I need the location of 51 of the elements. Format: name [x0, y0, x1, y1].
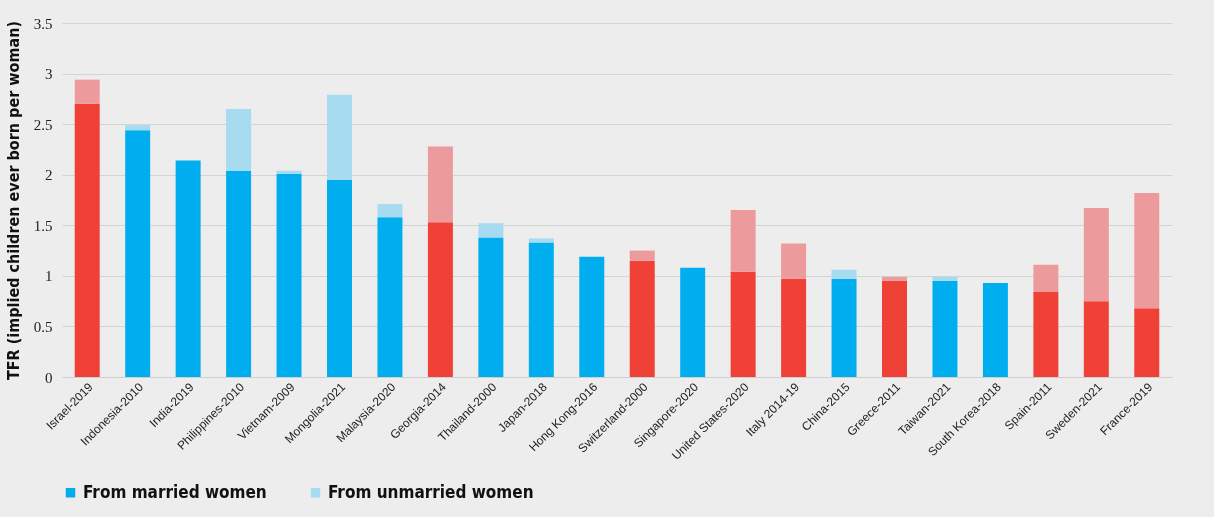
y-tick-label: 0.5	[33, 318, 53, 335]
y-tick-label: 1.5	[33, 217, 53, 234]
y-tick-label: 2	[45, 167, 53, 184]
bar	[427, 146, 453, 223]
bar	[882, 276, 907, 281]
bar	[1134, 308, 1160, 377]
bar	[175, 160, 201, 377]
bar	[831, 269, 857, 279]
y-tick-label: 1	[45, 268, 53, 285]
bar	[125, 125, 151, 131]
bar	[932, 280, 958, 377]
bar	[680, 267, 706, 377]
bar	[982, 282, 1008, 377]
bar	[226, 108, 252, 171]
bar	[1033, 264, 1059, 293]
bar	[74, 79, 100, 104]
y-tick-label: 3	[45, 66, 53, 83]
bar	[579, 256, 605, 377]
bar	[528, 238, 554, 243]
bar	[478, 237, 504, 377]
bar	[730, 271, 756, 377]
bar	[427, 222, 453, 377]
bar	[1083, 208, 1109, 302]
bar	[629, 260, 655, 377]
bar	[276, 170, 302, 174]
bar	[125, 130, 151, 377]
bar	[377, 204, 403, 218]
bar	[327, 94, 352, 180]
legend-label: From married women	[83, 481, 267, 502]
bar	[629, 250, 655, 261]
bar	[882, 280, 907, 377]
bar	[932, 276, 958, 281]
y-tick-label: 3.5	[33, 15, 53, 32]
y-axis-title: TFR (implied children ever born per woman)	[3, 20, 23, 381]
bar	[781, 243, 807, 279]
bar	[831, 278, 857, 377]
bar	[74, 103, 100, 377]
bar	[226, 170, 252, 377]
legend-label: From unmarried women	[328, 481, 534, 502]
bar	[730, 210, 756, 272]
bar	[1083, 301, 1109, 377]
bar	[1033, 292, 1059, 377]
y-tick-label: 2.5	[33, 116, 53, 133]
bar	[327, 179, 352, 377]
bar	[1134, 192, 1160, 309]
bar	[377, 217, 403, 377]
bar	[528, 242, 554, 377]
bar	[781, 278, 807, 377]
bar	[478, 223, 504, 238]
bar	[276, 173, 302, 377]
y-tick-label: 0	[45, 369, 53, 386]
